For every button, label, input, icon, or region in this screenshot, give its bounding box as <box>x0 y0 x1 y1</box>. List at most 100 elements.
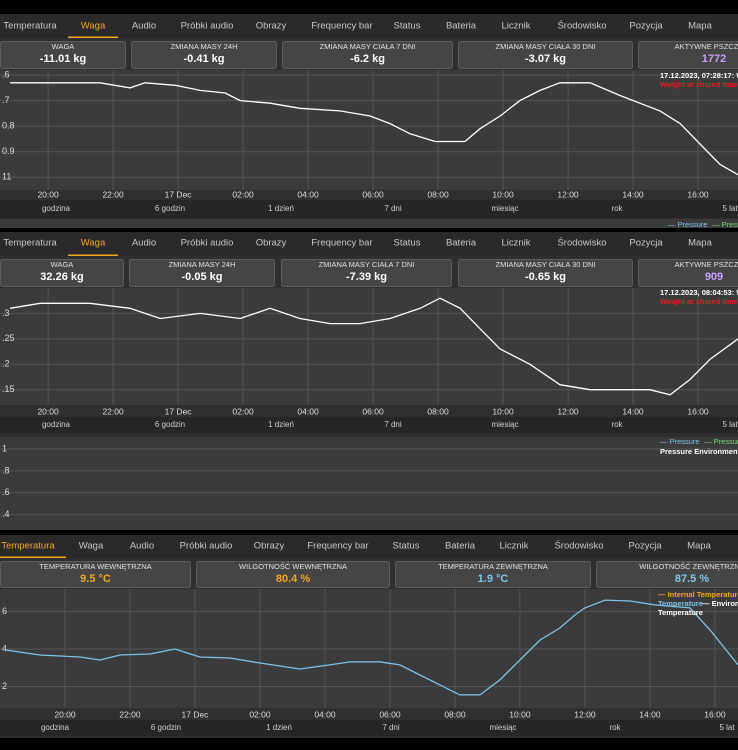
tab[interactable]: Waga <box>79 541 104 552</box>
tab[interactable]: Licznik <box>501 238 530 249</box>
x-tick-label: 12:00 <box>557 189 579 199</box>
stat-box <box>282 41 453 69</box>
legend-entry: Weight at shared time <box>660 80 738 89</box>
range-button[interactable]: miesiąc <box>489 723 516 732</box>
range-button[interactable]: godzina <box>42 420 71 429</box>
range-button[interactable]: 1 dzień <box>268 420 294 429</box>
tab[interactable]: Status <box>393 541 420 552</box>
tab[interactable]: Status <box>394 21 421 32</box>
range-button[interactable]: 5 lat <box>722 420 738 429</box>
tab[interactable]: Mapa <box>688 238 712 249</box>
tab[interactable]: Próbki audio <box>180 541 233 552</box>
range-button[interactable]: 6 godzin <box>155 204 185 213</box>
x-tick-label: 20:00 <box>54 709 76 719</box>
next-chart-strip <box>0 219 738 228</box>
range-button[interactable]: 5 lat <box>722 204 738 213</box>
range-button[interactable]: rok <box>611 204 623 213</box>
x-tick-label: 10:00 <box>492 189 514 199</box>
y-tick-label: .3 <box>2 308 10 318</box>
stat-value: -3.07 kg <box>525 53 566 65</box>
tab[interactable]: Waga <box>81 238 106 249</box>
x-tick-label: 17 Dec <box>165 406 193 416</box>
x-tick-label: 17 Dec <box>182 709 210 719</box>
tab[interactable]: Frequency bar <box>311 21 372 32</box>
tab[interactable]: Audio <box>132 238 156 249</box>
tab[interactable]: Frequency bar <box>311 238 372 249</box>
stat-label: TEMPERATURA WEWNĘTRZNA <box>39 562 151 571</box>
range-button[interactable]: 6 godzin <box>151 723 181 732</box>
tab[interactable]: Pozycja <box>629 21 663 32</box>
range-button[interactable]: rok <box>609 723 621 732</box>
x-tick-label: 12:00 <box>557 406 579 416</box>
stat-value: -0.05 kg <box>182 271 223 283</box>
x-tick-label: 10:00 <box>492 406 514 416</box>
stat-box <box>131 41 277 69</box>
tab[interactable]: Środowisko <box>554 540 603 552</box>
tab[interactable]: Audio <box>130 541 154 552</box>
tab-underline <box>0 556 66 558</box>
y-tick-label: 11 <box>2 172 11 182</box>
range-button[interactable]: rok <box>611 420 623 429</box>
stat-value: -0.41 kg <box>184 53 225 65</box>
line-series <box>4 599 738 696</box>
stat-box <box>395 561 591 588</box>
range-button[interactable]: miesiąc <box>491 420 518 429</box>
tab[interactable]: Środowisko <box>557 237 606 249</box>
stat-box <box>0 561 191 588</box>
stat-value: 80.4 % <box>276 573 310 585</box>
tab[interactable]: Frequency bar <box>307 541 368 552</box>
tab[interactable]: Bateria <box>446 238 477 249</box>
y-tick-label: 6 <box>2 606 7 616</box>
y-tick-label: .6 <box>2 487 10 497</box>
tab[interactable]: Temperatura <box>1 541 55 552</box>
range-button[interactable]: godzina <box>41 723 70 732</box>
legend-entry: Temperature <box>658 608 703 617</box>
tab[interactable]: Status <box>394 238 421 249</box>
range-button[interactable]: 1 dzień <box>268 204 294 213</box>
tab[interactable]: Bateria <box>445 541 476 552</box>
tab[interactable]: Audio <box>132 21 156 32</box>
tab[interactable]: Obrazy <box>256 238 287 249</box>
tab[interactable]: Licznik <box>499 541 528 552</box>
tab[interactable]: Mapa <box>687 541 711 552</box>
x-tick-label: 06:00 <box>362 406 384 416</box>
y-tick-label: 1 <box>2 443 7 453</box>
range-button[interactable]: miesiąc <box>491 204 518 213</box>
tab[interactable]: Próbki audio <box>181 21 234 32</box>
legend-entry: Weight at shared time <box>660 297 738 306</box>
legend-entry: — Pressure <box>668 220 708 229</box>
range-button[interactable]: godzina <box>42 204 71 213</box>
y-tick-label: 2 <box>2 681 7 691</box>
range-button[interactable]: 5 lat <box>719 723 735 732</box>
tab[interactable]: Pozycja <box>629 238 663 249</box>
legend-entry: Temperature <box>658 599 703 608</box>
tab[interactable]: Licznik <box>501 21 530 32</box>
tab-underline <box>68 254 118 256</box>
tab[interactable]: Obrazy <box>256 21 287 32</box>
range-button[interactable]: 7 dni <box>384 204 402 213</box>
range-button[interactable]: 7 dni <box>384 420 402 429</box>
tab[interactable]: Próbki audio <box>181 238 234 249</box>
x-tick-label: 14:00 <box>639 709 661 719</box>
tab[interactable]: Temperatura <box>3 238 57 249</box>
legend-entry: 17.12.2023, 08:04:53: W <box>660 288 738 297</box>
tab[interactable]: Pozycja <box>628 541 662 552</box>
stat-box <box>0 259 124 287</box>
range-button[interactable]: 1 dzień <box>266 723 292 732</box>
stat-value: 32.26 kg <box>40 271 83 283</box>
x-tick-label: 20:00 <box>37 406 59 416</box>
range-button[interactable]: 7 dni <box>382 723 400 732</box>
stat-box <box>196 561 390 588</box>
tab[interactable]: Bateria <box>446 21 477 32</box>
tab[interactable]: Temperatura <box>3 21 57 32</box>
tab[interactable]: Waga <box>81 21 106 32</box>
tab-bar <box>0 232 738 256</box>
stat-label: ZMIANA MASY CIAŁA 30 DNI <box>496 260 596 269</box>
tab[interactable]: Środowisko <box>557 20 606 32</box>
range-button[interactable]: 6 godzin <box>155 420 185 429</box>
tab[interactable]: Obrazy <box>254 541 285 552</box>
x-tick-label: 02:00 <box>232 189 254 199</box>
stat-value: 9.5 °C <box>80 573 111 585</box>
stat-label: ZMIANA MASY CIAŁA 7 DNI <box>319 260 415 269</box>
tab[interactable]: Mapa <box>688 21 712 32</box>
